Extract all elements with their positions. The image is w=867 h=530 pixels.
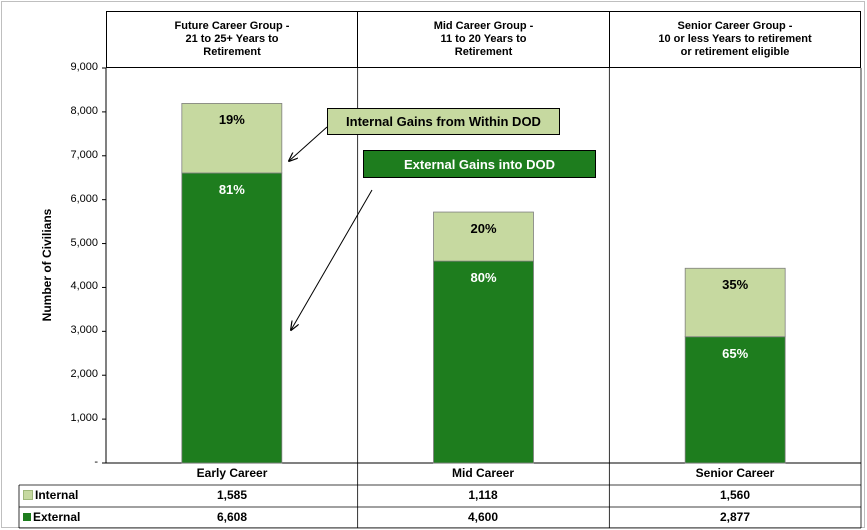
pct-label-internal-2: 35% xyxy=(722,277,749,293)
table-cell-external-mid: 4,600 xyxy=(467,510,499,524)
callout-arrows xyxy=(289,126,373,330)
callout-external-gains: External Gains into DOD xyxy=(363,150,596,178)
bar-external-1 xyxy=(433,260,534,464)
pct-label-external-2: 65% xyxy=(722,345,749,361)
y-tick-label-9: 9,000 xyxy=(70,61,98,73)
legend-swatch-internal xyxy=(23,490,33,500)
legend-label-internal: Internal xyxy=(35,488,79,502)
bar-external-0 xyxy=(181,172,283,464)
y-tick-label-3: 3,000 xyxy=(70,324,98,337)
header-senior-career: Senior Career Group - 10 or less Years t… xyxy=(609,11,861,68)
y-tick-label-7: 7,000 xyxy=(70,148,98,161)
y-tick-label-8: 8,000 xyxy=(70,104,98,117)
table-cell-internal-early: 1,585 xyxy=(216,488,248,502)
pct-label-internal-1: 20% xyxy=(470,221,497,237)
legend-external: External xyxy=(23,510,80,524)
pct-label-external-1: 80% xyxy=(470,270,497,286)
legend-label-external: External xyxy=(33,510,81,524)
y-tick-label-6: 6,000 xyxy=(70,192,98,205)
y-tick-label-5: 5,000 xyxy=(70,236,98,249)
y-tick-label-4: 4,000 xyxy=(70,280,98,293)
callout-internal-gains: Internal Gains from Within DOD xyxy=(327,108,560,135)
bar-external-2 xyxy=(684,336,786,464)
category-early-career: Early Career xyxy=(196,466,268,480)
y-axis-label: Number of Civilians xyxy=(40,208,54,322)
arrow-external xyxy=(291,189,373,330)
legend-swatch-external xyxy=(23,513,31,521)
category-senior-career: Senior Career xyxy=(695,466,775,480)
bar-internal-1 xyxy=(433,211,534,262)
y-tick-label-1: 1,000 xyxy=(70,412,98,425)
header-future-career: Future Career Group - 21 to 25+ Years to… xyxy=(106,11,358,68)
legend-internal: Internal xyxy=(23,488,78,502)
arrow-internal xyxy=(289,126,328,161)
header-mid-career: Mid Career Group - 11 to 20 Years to Ret… xyxy=(357,11,610,68)
pct-label-internal-0: 19% xyxy=(218,112,245,128)
y-tick-label-0: - xyxy=(94,456,98,468)
pct-label-external-0: 81% xyxy=(218,181,245,197)
category-mid-career: Mid Career xyxy=(451,466,515,480)
table-cell-internal-senior: 1,560 xyxy=(719,488,751,502)
table-cell-external-senior: 2,877 xyxy=(719,510,751,524)
bars xyxy=(181,103,786,464)
bar-internal-2 xyxy=(684,267,786,338)
table-cell-internal-mid: 1,118 xyxy=(468,488,498,502)
y-tick-label-2: 2,000 xyxy=(70,368,98,381)
data-table-grid xyxy=(18,484,861,529)
table-cell-external-early: 6,608 xyxy=(216,510,248,524)
bar-internal-0 xyxy=(181,103,283,174)
